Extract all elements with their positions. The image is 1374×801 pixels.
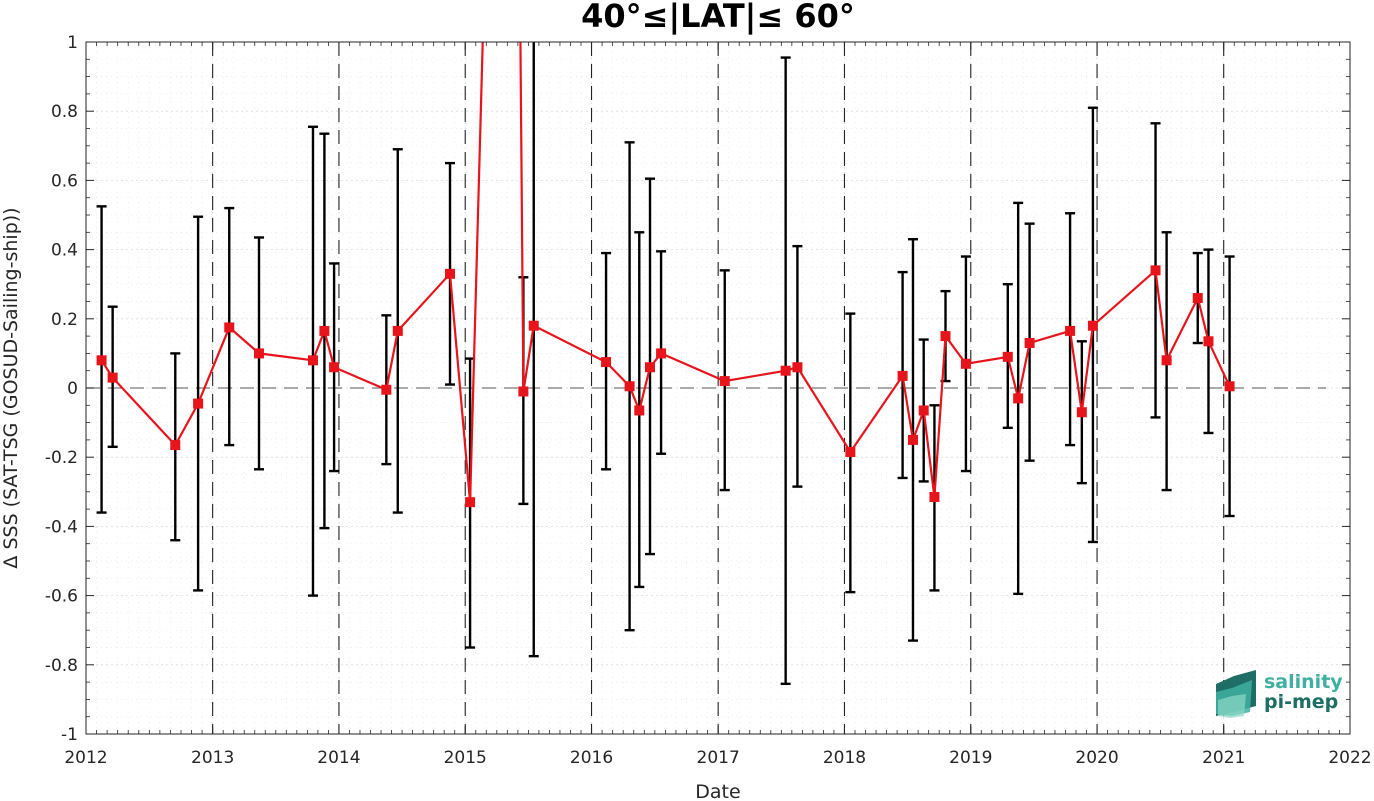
data-point [624,381,635,392]
data-point [307,355,318,366]
data-point [897,370,908,381]
x-tick-label: 2021 [1202,748,1245,768]
data-point [1065,325,1076,336]
y-tick-label: 0.8 [51,102,78,122]
data-point [1161,355,1172,366]
x-tick-label: 2012 [64,748,107,768]
data-point [170,440,181,451]
y-tick-labels: -1 -0.8 -0.6 -0.4 -0.2 0 0.2 0.4 0.6 0.8 1 [45,33,78,745]
x-tick-label: 2018 [823,748,866,768]
year-lines [212,42,1225,734]
data-point [792,362,803,373]
data-point [1013,393,1024,404]
x-axis-label: Date [695,781,740,801]
data-point [254,348,265,359]
logo-text-pimep: pi-mep [1264,691,1338,713]
data-point [193,398,204,409]
y-tick-label: 0.6 [51,171,78,191]
data-point [329,362,340,373]
x-tick-labels: 2012 2013 2014 2015 2016 2017 2018 2019 2020 2021… [64,748,1371,768]
salinity-pimep-logo: salinity pi-mep [1216,670,1343,718]
x-tick-label: 2022 [1328,748,1371,768]
x-tick-label: 2019 [949,748,992,768]
data-point [1224,381,1235,392]
chart-title: 40°≤|LAT|≤ 60° [581,0,855,36]
data-point [634,405,645,416]
series-markers [96,265,1235,508]
data-point [1150,265,1161,276]
data-point [1192,293,1203,304]
data-point [528,320,539,331]
x-tick-label: 2016 [570,748,613,768]
data-point [1203,336,1214,347]
data-point [845,447,856,458]
x-tick-label: 2013 [191,748,234,768]
data-point [656,348,667,359]
y-tick-label: -0.4 [45,517,78,537]
salinity-wave-icon [1216,670,1256,718]
data-point [381,384,392,395]
y-tick-label: 0.2 [51,310,78,330]
data-point [96,355,107,366]
data-point [780,365,791,376]
data-point [601,357,612,368]
data-point [224,322,235,333]
logo-text-salinity: salinity [1264,671,1343,693]
y-tick-label: -0.2 [45,448,78,468]
data-point [107,372,118,383]
data-point [719,376,730,387]
y-tick-label: 0 [67,379,78,399]
x-tick-label: 2020 [1075,748,1118,768]
data-point [1076,407,1087,418]
axis-ticks [85,41,1351,735]
data-point [465,497,476,508]
y-tick-label: -0.8 [45,656,78,676]
data-point [645,362,656,373]
x-tick-label: 2014 [317,748,360,768]
data-point [918,405,929,416]
x-tick-label: 2017 [697,748,740,768]
y-tick-label: -1 [61,725,78,745]
data-point [907,434,918,445]
data-point [392,325,403,336]
x-tick-label: 2015 [444,748,487,768]
y-tick-label: -0.6 [45,587,78,607]
data-point [445,268,456,279]
y-tick-label: 1 [67,33,78,53]
data-point [1002,351,1013,362]
data-point [960,358,971,369]
data-point [1087,320,1098,331]
y-tick-label: 0.4 [51,241,78,261]
data-point [518,386,529,397]
data-point [929,491,940,502]
data-point [319,325,330,336]
y-axis-label: Δ SSS (SAT-TSG (GOSUD-Sailing-ship)) [0,207,22,568]
data-point [940,331,951,342]
data-point [1024,338,1035,349]
